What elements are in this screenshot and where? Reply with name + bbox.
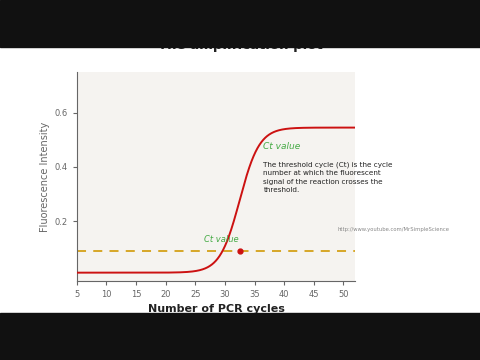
Text: Ct value: Ct value (264, 141, 300, 150)
Text: Ct value: Ct value (204, 235, 239, 244)
Text: The threshold cycle (Ct) is the cycle
number at which the fluorescent
signal of : The threshold cycle (Ct) is the cycle nu… (264, 162, 393, 193)
Y-axis label: Fluorescence Intensity: Fluorescence Intensity (40, 121, 50, 231)
Text: The amplification plot: The amplification plot (157, 39, 323, 51)
Text: http://www.youtube.com/MrSimpleScience: http://www.youtube.com/MrSimpleScience (337, 227, 450, 232)
X-axis label: Number of PCR cycles: Number of PCR cycles (147, 305, 285, 314)
